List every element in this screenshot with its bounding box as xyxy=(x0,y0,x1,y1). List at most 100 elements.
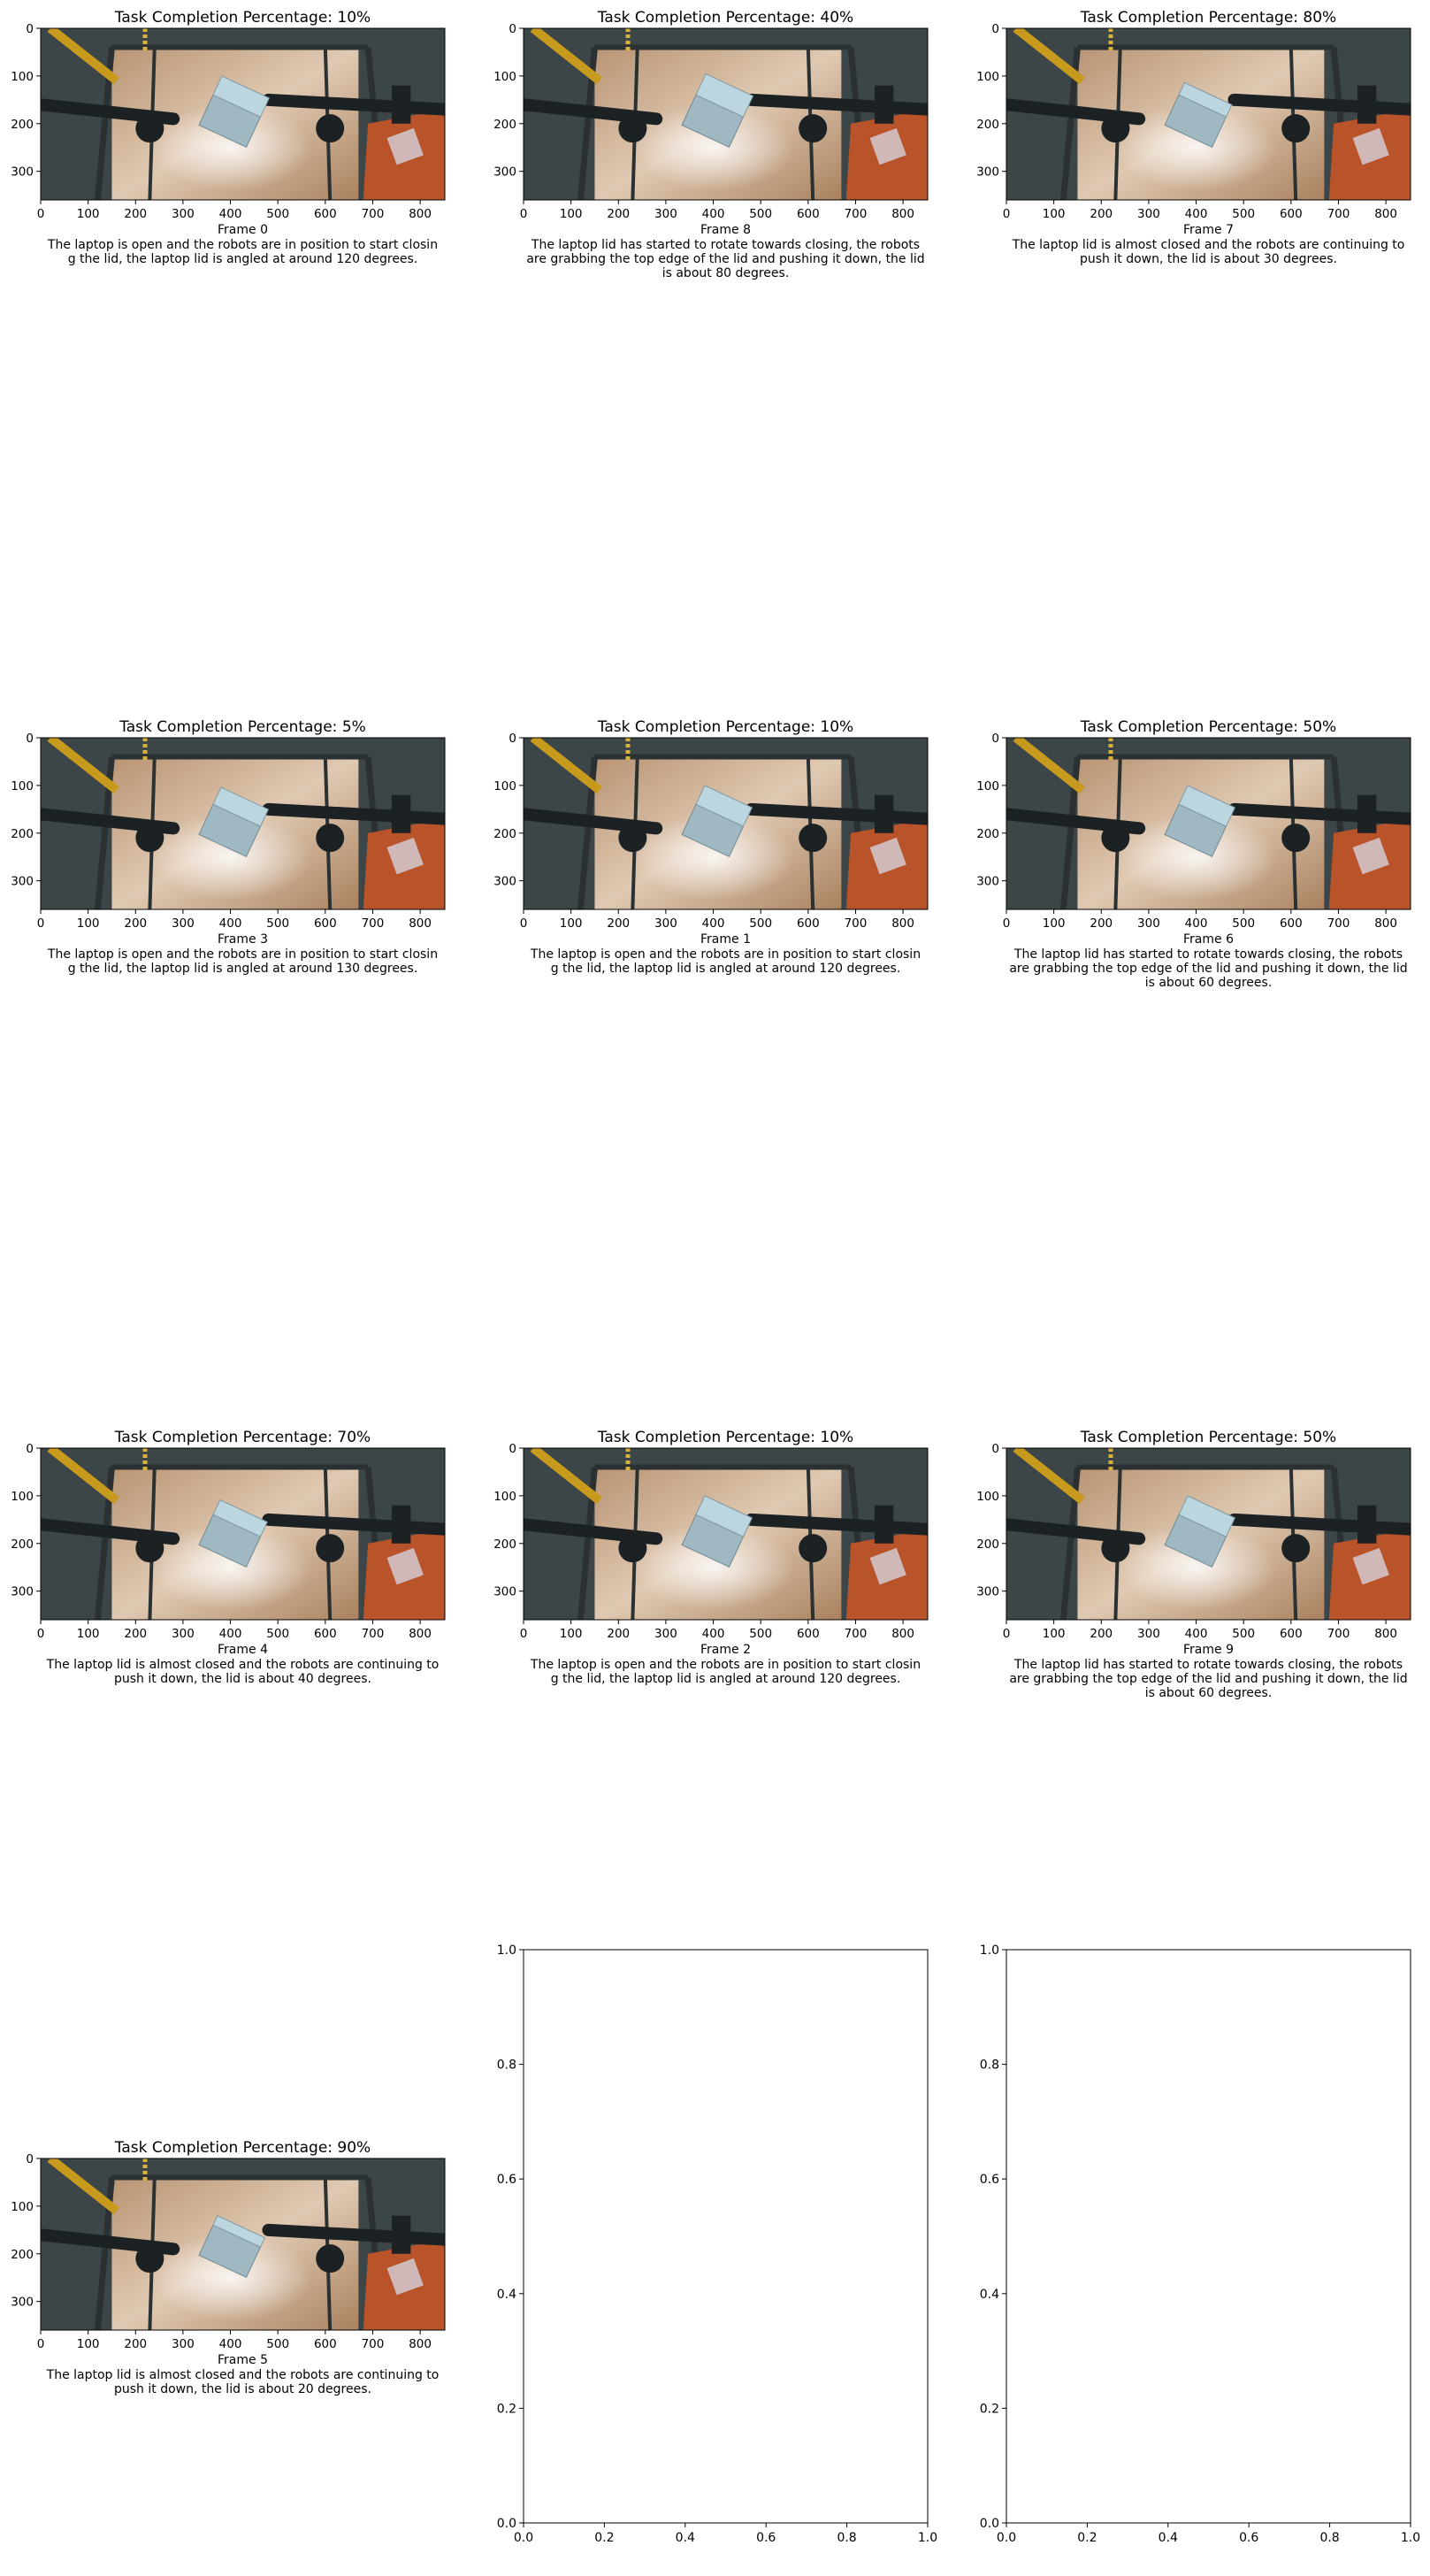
caption-line: are grabbing the top edge of the lid and… xyxy=(1009,962,1407,976)
x-tick-label: 800 xyxy=(409,207,432,221)
x-tick-label: 0.4 xyxy=(1159,2531,1178,2545)
y-tick-label: 200 xyxy=(976,1537,999,1552)
laptop xyxy=(1164,1495,1236,1568)
caption-line: is about 80 degrees. xyxy=(662,266,790,280)
caption-line: The laptop is open and the robots are in… xyxy=(47,238,438,252)
x-tick-label: 300 xyxy=(172,207,195,221)
frame-label: Frame 6 xyxy=(1183,932,1234,947)
x-tick-label: 700 xyxy=(362,207,385,221)
scene-photo xyxy=(1006,738,1411,909)
y-tick-label: 200 xyxy=(976,827,999,841)
y-tick-label: 0 xyxy=(509,22,516,36)
laptop xyxy=(1164,785,1236,858)
y-tick-label: 0 xyxy=(991,22,999,36)
y-tick-label: 300 xyxy=(976,875,999,889)
y-tick-label: 200 xyxy=(493,118,516,132)
image-panel: Task Completion Percentage: 10% 0 100 200 30… xyxy=(493,1429,929,1686)
x-tick-label: 500 xyxy=(266,1627,289,1641)
x-tick-label: 600 xyxy=(1280,916,1303,931)
laptop xyxy=(198,2215,266,2279)
x-tick-label: 200 xyxy=(124,2337,147,2351)
axes-frame xyxy=(1006,737,1411,910)
x-tick-label: 700 xyxy=(362,2337,385,2351)
x-tick-label: 600 xyxy=(314,2337,337,2351)
x-tick-label: 300 xyxy=(172,916,195,931)
x-tick-label: 600 xyxy=(1280,1627,1303,1641)
y-tick-label: 200 xyxy=(493,1537,516,1552)
caption-line: The laptop is open and the robots are in… xyxy=(530,1658,921,1672)
x-tick-label: 0 xyxy=(1003,207,1011,221)
caption-line: The laptop lid has started to rotate tow… xyxy=(531,238,920,252)
y-tick-label: 100 xyxy=(976,1490,999,1504)
scene-photo xyxy=(524,1448,928,1620)
x-tick-label: 800 xyxy=(409,2337,432,2351)
y-tick-label: 0 xyxy=(26,732,34,746)
caption-line: push it down, the lid is about 20 degree… xyxy=(114,2382,371,2396)
x-tick-label: 500 xyxy=(266,207,289,221)
y-tick-label: 200 xyxy=(11,2248,34,2262)
x-tick-label: 100 xyxy=(1043,916,1066,931)
panel-title: Task Completion Percentage: 50% xyxy=(1080,718,1336,736)
y-tick-label: 0 xyxy=(509,732,516,746)
y-tick-label: 100 xyxy=(11,2200,34,2214)
frame-label: Frame 4 xyxy=(218,1643,268,1657)
caption-line: The laptop is open and the robots are in… xyxy=(530,947,921,962)
x-tick-label: 100 xyxy=(560,207,583,221)
laptop xyxy=(198,75,271,149)
x-tick-label: 700 xyxy=(1327,916,1350,931)
x-tick-label: 200 xyxy=(1090,916,1113,931)
x-tick-label: 500 xyxy=(749,916,772,931)
y-tick-label: 0 xyxy=(26,1442,34,1456)
laptop xyxy=(198,786,270,858)
x-tick-label: 600 xyxy=(797,916,820,931)
scene-photo xyxy=(41,738,445,909)
x-tick-label: 200 xyxy=(607,207,630,221)
axes-frame xyxy=(523,1447,929,1621)
panel-title: Task Completion Percentage: 10% xyxy=(597,1429,853,1446)
x-tick-label: 300 xyxy=(172,2337,195,2351)
x-tick-label: 600 xyxy=(797,1627,820,1641)
y-tick-label: 0.6 xyxy=(980,2173,999,2187)
y-tick-label: 300 xyxy=(976,165,999,180)
x-tick-label: 800 xyxy=(1374,1627,1397,1641)
x-tick-label: 800 xyxy=(1374,916,1397,931)
laptop xyxy=(198,1499,268,1568)
axes-frame xyxy=(40,737,446,910)
scene-photo xyxy=(524,738,928,909)
y-tick-label: 100 xyxy=(976,70,999,84)
axes-frame xyxy=(523,27,929,201)
x-tick-label: 400 xyxy=(702,207,725,221)
caption-line: is about 60 degrees. xyxy=(1145,976,1273,990)
x-tick-label: 0.2 xyxy=(594,2531,614,2545)
x-tick-label: 400 xyxy=(219,916,242,931)
x-tick-label: 400 xyxy=(1185,916,1208,931)
image-panel: Task Completion Percentage: 5% 0 100 200 300… xyxy=(11,718,446,976)
x-tick-label: 800 xyxy=(409,916,432,931)
y-tick-label: 200 xyxy=(11,118,34,132)
caption-line: are grabbing the top edge of the lid and… xyxy=(1009,1672,1407,1686)
frame-label: Frame 5 xyxy=(218,2353,268,2367)
x-tick-label: 100 xyxy=(560,1627,583,1641)
x-tick-label: 500 xyxy=(266,916,289,931)
scene-photo xyxy=(1006,1448,1411,1620)
x-tick-label: 300 xyxy=(1137,1627,1160,1641)
y-tick-label: 100 xyxy=(493,779,516,794)
y-tick-label: 1.0 xyxy=(497,1944,516,1958)
y-tick-label: 100 xyxy=(976,779,999,794)
y-tick-label: 300 xyxy=(11,875,34,889)
x-tick-label: 800 xyxy=(891,207,914,221)
x-tick-label: 600 xyxy=(314,1627,337,1641)
laptop xyxy=(681,785,753,858)
axes-frame xyxy=(1006,1447,1411,1621)
empty-axes: 0.0 0.2 0.4 0.6 0.8 1.0 0.0 0.2 0.4 0.6 0.8 1.0 xyxy=(980,1944,1420,2545)
caption-line: The laptop is open and the robots are in… xyxy=(47,947,438,962)
x-tick-label: 0.2 xyxy=(1077,2531,1097,2545)
x-tick-label: 300 xyxy=(1137,916,1160,931)
y-tick-label: 0.2 xyxy=(980,2402,999,2416)
y-tick-label: 100 xyxy=(11,779,34,794)
y-tick-label: 0.0 xyxy=(980,2517,999,2531)
panel-title: Task Completion Percentage: 10% xyxy=(597,718,853,736)
x-tick-label: 600 xyxy=(314,916,337,931)
y-tick-label: 1.0 xyxy=(980,1944,999,1958)
x-tick-label: 400 xyxy=(219,2337,242,2351)
